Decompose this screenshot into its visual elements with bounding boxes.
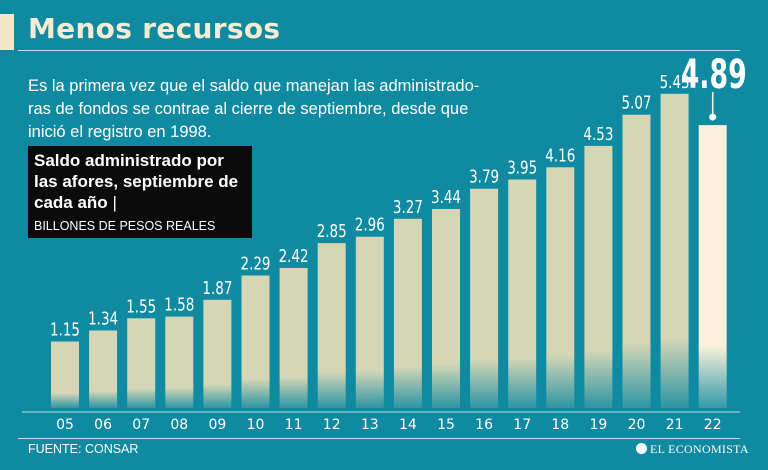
x-tick-label: 06 [94, 417, 112, 433]
bar-05 [51, 341, 79, 408]
bar-value-label: 1.87 [202, 278, 232, 299]
x-tick-label: 16 [475, 417, 493, 433]
bar-value-label: 1.55 [126, 296, 156, 317]
x-tick-label: 18 [551, 417, 569, 433]
x-tick-label: 13 [361, 417, 379, 433]
bar-22 [698, 125, 727, 408]
footer-divider [18, 438, 740, 439]
legend-box: Saldo administrado por las afores, septi… [28, 146, 252, 238]
bar-08 [165, 316, 194, 408]
bar-value-label: 3.95 [507, 158, 537, 179]
bar-value-label: 1.34 [88, 309, 118, 330]
bar-19 [584, 145, 613, 408]
bar-15 [432, 209, 460, 408]
bar-value-label: 3.79 [469, 167, 499, 188]
bar-value-label: 2.96 [355, 215, 385, 236]
page-title: Menos recursos [28, 12, 281, 45]
bar-13 [355, 236, 384, 408]
bar-value-label: 5.07 [622, 93, 652, 114]
bar-14 [393, 218, 422, 408]
x-tick-label: 19 [589, 417, 607, 433]
bar-17 [508, 179, 537, 408]
x-tick-label: 21 [666, 417, 684, 433]
bar-09 [203, 299, 232, 408]
legend-title-text: Saldo administrado por las afores, septi… [34, 151, 239, 212]
x-tick-label: 09 [208, 417, 226, 433]
brand-name: EL ECONOMISTA [650, 442, 749, 456]
bar-value-label: 5.43 [660, 72, 690, 93]
bar-07 [127, 318, 156, 408]
highlight-value-label: 4.89 [681, 52, 747, 98]
bar-20 [622, 114, 651, 408]
x-tick-label: 10 [247, 417, 265, 433]
bar-value-label: 4.53 [583, 124, 613, 145]
bar-11 [279, 268, 308, 408]
bar-12 [317, 243, 346, 408]
bar-value-label: 3.27 [393, 197, 423, 218]
bar-value-label: 2.85 [317, 221, 347, 242]
legend-units: BILLONES DE PESOS REALES [34, 219, 216, 233]
legend-title: Saldo administrado por las afores, septi… [34, 150, 252, 213]
x-tick-label: 11 [285, 417, 303, 433]
x-tick-label: 22 [704, 417, 722, 433]
bar-value-label: 2.42 [279, 246, 309, 267]
brand-logo-icon [636, 443, 647, 454]
x-tick-label: 20 [628, 417, 646, 433]
x-tick-label: 07 [132, 417, 150, 433]
source-note: FUENTE: CONSAR [28, 442, 139, 456]
bar-value-label: 3.44 [431, 187, 461, 208]
bar-value-label: 1.58 [164, 295, 194, 316]
x-tick-label: 17 [513, 417, 531, 433]
x-tick-label: 05 [56, 417, 74, 433]
bar-value-label: 1.15 [50, 320, 80, 341]
title-divider [18, 50, 740, 51]
bar-10 [241, 275, 270, 408]
bar-value-label: 4.16 [545, 145, 575, 166]
subtitle-text: Es la primera vez que el saldo que manej… [28, 76, 480, 141]
bar-21 [660, 93, 689, 409]
title-accent-bar [0, 14, 14, 50]
bar-value-label: 2.29 [241, 254, 271, 275]
x-tick-label: 12 [323, 417, 341, 433]
subtitle: Es la primera vez que el saldo que manej… [28, 75, 498, 144]
x-tick-label: 15 [437, 417, 455, 433]
legend-marker: | [112, 193, 117, 212]
bar-06 [89, 330, 118, 408]
bar-18 [546, 167, 575, 408]
highlight-dot [709, 113, 717, 121]
x-tick-label: 14 [399, 417, 417, 433]
bar-16 [470, 188, 499, 408]
x-tick-label: 08 [170, 417, 188, 433]
